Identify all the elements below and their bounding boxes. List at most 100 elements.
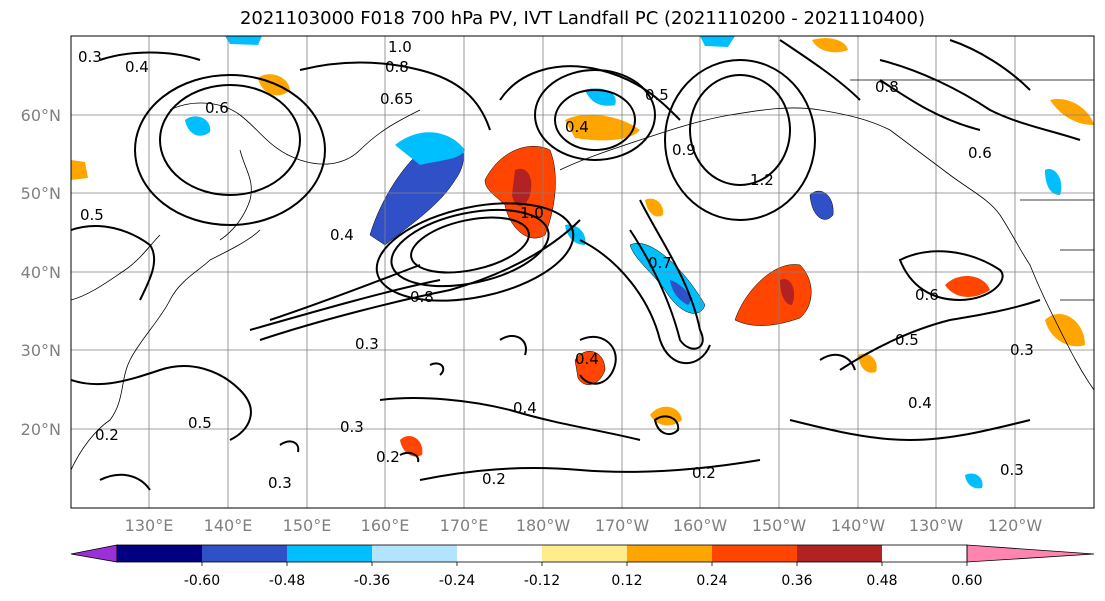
contour-label: 0.65 <box>380 90 413 108</box>
contour-label: 0.3 <box>355 335 379 353</box>
negative-anomaly-shading <box>185 116 211 136</box>
contour-label: 0.4 <box>330 226 354 244</box>
colorbar-segment <box>372 545 457 562</box>
colorbar-segment <box>627 545 712 562</box>
positive-anomaly-shading <box>858 353 877 373</box>
negative-anomaly-shading <box>670 280 691 305</box>
colorbar-tick-label: 0.24 <box>696 573 727 589</box>
contour-label: 0.5 <box>188 414 212 432</box>
contour-label: 0.8 <box>385 58 409 76</box>
contour-labels: 0.3 0.4 0.6 0.8 1.0 0.65 0.4 0.7 0.9 0.8… <box>78 38 1034 492</box>
colorbar-extend-right <box>966 544 1095 563</box>
contour-label: 0.2 <box>482 470 506 488</box>
positive-anomaly-shading <box>780 279 795 305</box>
positive-anomaly-shading <box>71 160 88 180</box>
colorbar-segment <box>797 545 882 562</box>
colorbar-tick-label: -0.60 <box>184 573 220 589</box>
pv-contours <box>71 39 1081 491</box>
shaded-anomalies <box>71 36 1094 489</box>
lat-label: 30°N <box>21 341 61 360</box>
colorbar: -0.60 -0.48 -0.36 -0.24 -0.12 0.12 0.24 … <box>70 544 1095 589</box>
contour-label: 0.4 <box>125 58 149 76</box>
contour-label: 0.8 <box>875 78 899 96</box>
positive-anomaly-shading <box>1050 99 1094 125</box>
lat-label: 60°N <box>21 106 61 125</box>
contour-label: 0.5 <box>645 86 669 104</box>
positive-anomaly-shading <box>645 198 664 217</box>
lon-label: 120°W <box>988 516 1043 535</box>
positive-anomaly-shading <box>945 275 990 297</box>
positive-anomaly-shading <box>812 38 848 53</box>
contour-label: 0.3 <box>340 418 364 436</box>
positive-anomaly-shading <box>574 351 606 385</box>
colorbar-tick-label: 0.12 <box>611 573 642 589</box>
contour-label: 0.6 <box>205 99 229 117</box>
map-border <box>70 35 1095 509</box>
map-title: 2021103000 F018 700 hPa PV, IVT Landfall… <box>239 8 926 29</box>
graticule <box>71 36 1094 508</box>
negative-anomaly-shading <box>1045 169 1062 195</box>
positive-anomaly-shading <box>258 74 290 96</box>
contour-label: 0.8 <box>410 288 434 306</box>
contour-label: 0.4 <box>513 399 537 417</box>
positive-anomaly-shading <box>512 168 532 207</box>
colorbar-extend-left <box>70 544 118 563</box>
positive-anomaly-shading <box>1045 314 1085 347</box>
negative-anomaly-shading <box>809 190 834 220</box>
colorbar-segment <box>202 545 287 562</box>
lon-label: 160°W <box>673 516 728 535</box>
lon-label: 130°W <box>909 516 964 535</box>
colorbar-tick-label: -0.24 <box>439 573 475 589</box>
contour-label: 0.3 <box>78 48 102 66</box>
contour-label: 0.2 <box>692 464 716 482</box>
colorbar-segment <box>457 545 542 562</box>
longitude-labels: 130°E 140°E 150°E 160°E 170°E 180°W 170°… <box>125 516 1043 535</box>
negative-anomaly-shading <box>225 36 262 45</box>
contour-label: 0.3 <box>1010 341 1034 359</box>
contour-label: 0.5 <box>80 206 104 224</box>
lon-label: 150°E <box>283 516 332 535</box>
contour-label: 1.0 <box>388 38 412 56</box>
latitude-labels: 60°N 50°N 40°N 30°N 20°N <box>21 106 61 439</box>
contour-label: 0.3 <box>1000 461 1024 479</box>
contour-label: 1.0 <box>520 204 544 222</box>
positive-anomaly-shading <box>734 264 812 326</box>
contour-label: 0.7 <box>648 254 672 272</box>
positive-anomaly-shading <box>400 435 423 457</box>
colorbar-tick-label: -0.12 <box>524 573 560 589</box>
negative-anomaly-shading <box>965 473 983 489</box>
colorbar-tick-label: 0.36 <box>781 573 812 589</box>
negative-anomaly-shading <box>585 88 616 106</box>
contour-label: 0.4 <box>575 350 599 368</box>
colorbar-tick-label: 0.60 <box>951 573 982 589</box>
lon-label: 140°E <box>204 516 253 535</box>
coastlines <box>71 79 1094 471</box>
colorbar-segment <box>287 545 372 562</box>
lon-label: 180°W <box>516 516 571 535</box>
lat-label: 50°N <box>21 184 61 203</box>
colorbar-tick-label: -0.36 <box>354 573 390 589</box>
contour-label: 0.2 <box>376 448 400 466</box>
contour-label: 0.5 <box>895 331 919 349</box>
lon-label: 170°E <box>440 516 489 535</box>
colorbar-tick-label: 0.48 <box>866 573 897 589</box>
negative-anomaly-shading <box>700 36 735 47</box>
lon-label: 150°W <box>752 516 807 535</box>
colorbar-segment <box>117 545 202 562</box>
contour-label: 0.3 <box>268 474 292 492</box>
contour-label: 0.4 <box>565 118 589 136</box>
lon-label: 160°E <box>361 516 410 535</box>
lat-label: 20°N <box>21 420 61 439</box>
contour-label: 0.2 <box>95 426 119 444</box>
lon-label: 130°E <box>125 516 174 535</box>
colorbar-ticks <box>201 562 968 566</box>
colorbar-tick-label: -0.48 <box>269 573 305 589</box>
colorbar-segment <box>712 545 797 562</box>
colorbar-segment <box>542 545 627 562</box>
lon-label: 140°W <box>831 516 886 535</box>
lat-label: 40°N <box>21 263 61 282</box>
colorbar-tick-labels: -0.60 -0.48 -0.36 -0.24 -0.12 0.12 0.24 … <box>184 573 983 589</box>
contour-label: 0.6 <box>968 144 992 162</box>
contour-label: 1.2 <box>750 171 774 189</box>
